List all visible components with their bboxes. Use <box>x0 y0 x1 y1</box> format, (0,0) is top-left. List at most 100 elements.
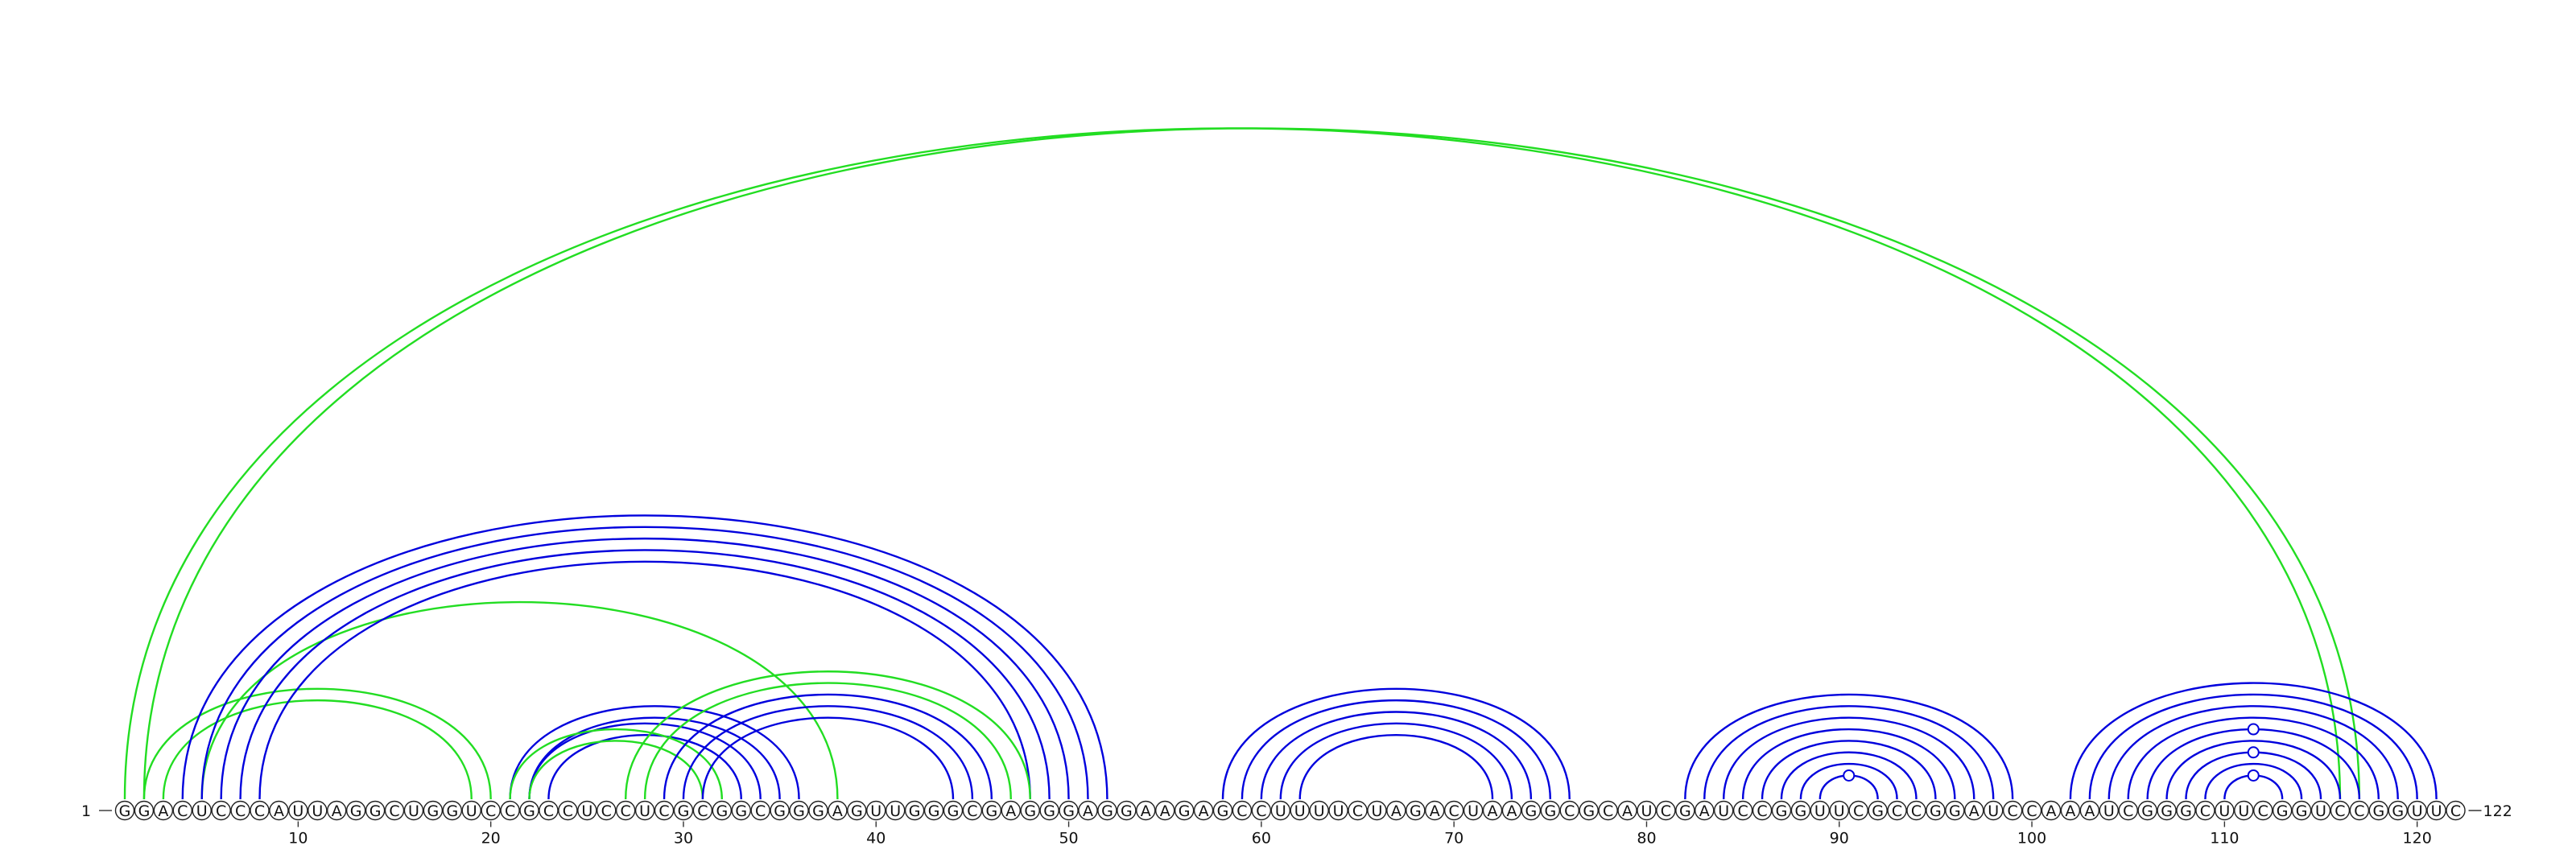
nucleotide: U <box>192 800 212 821</box>
nucleotide-letter: G <box>851 802 863 820</box>
base-pair-arc-2-117 <box>142 127 2361 800</box>
nucleotide: U <box>1829 800 1849 821</box>
nucleotide: G <box>789 800 809 821</box>
nucleotide: A <box>2079 800 2100 821</box>
nucleotide-letter: A <box>274 802 284 820</box>
base-pair-arc-8-48 <box>258 560 1031 800</box>
nucleotide-letter: U <box>1314 802 1325 820</box>
nucleotide: A <box>1078 800 1098 821</box>
nucleotide: G <box>2368 800 2389 821</box>
nucleotide-circle <box>1829 800 1849 821</box>
nucleotide-circle <box>1425 800 1445 821</box>
base-pair-arc-30-45 <box>682 705 974 800</box>
nucleotide: A <box>1695 800 1715 821</box>
nucleotide: U <box>288 800 308 821</box>
nucleotide-circle <box>866 800 886 821</box>
nucleotide: G <box>1406 800 1426 821</box>
nucleotide-letter: C <box>505 802 515 820</box>
nucleotide: A <box>1964 800 1984 821</box>
nucleotide-circle <box>1155 800 1175 821</box>
nucleotide-letter: C <box>2334 802 2345 820</box>
nucleotide-letter: C <box>389 802 399 820</box>
nucleotide-circle <box>692 800 713 821</box>
nucleotide-letter: G <box>678 802 690 820</box>
nucleotide: U <box>2310 800 2331 821</box>
nucleotide: C <box>962 800 983 821</box>
nucleotide-circle <box>1386 800 1406 821</box>
nucleotide-circle <box>365 800 386 821</box>
nucleotide-circle <box>153 800 174 821</box>
nucleotide: G <box>519 800 539 821</box>
base-pair-arc-29-46 <box>663 693 993 800</box>
nucleotide: U <box>403 800 424 821</box>
nucleotide: C <box>558 800 578 821</box>
nucleotide: C <box>211 800 231 821</box>
nucleotide: G <box>345 800 366 821</box>
nucleotide-circle <box>1117 800 1137 821</box>
nucleotide-circle <box>230 800 250 821</box>
nucleotide-circle <box>1193 800 1214 821</box>
nucleotide-circle <box>943 800 964 821</box>
nucleotide-circle <box>1637 800 1657 821</box>
nucleotide-letter: C <box>1236 802 1247 820</box>
nucleotide-circle <box>2291 800 2312 821</box>
nucleotide-circle <box>558 800 578 821</box>
nucleotide-circle <box>2349 800 2370 821</box>
nucleotide-letter: U <box>1468 802 1479 820</box>
nucleotide: C <box>597 800 617 821</box>
nucleotide: G <box>2291 800 2312 821</box>
nucleotide: U <box>1367 800 1387 821</box>
nucleotide-circle <box>1752 800 1773 821</box>
nucleotide-circle <box>1097 800 1117 821</box>
nucleotide-letter: U <box>870 802 881 820</box>
nucleotide: U <box>461 800 481 821</box>
nucleotide: A <box>269 800 289 821</box>
nucleotide-letter: G <box>1063 802 1075 820</box>
base-pair-arc-5-38 <box>200 600 839 800</box>
nucleotide: A <box>1386 800 1406 821</box>
nucleotide-letter: A <box>1199 802 1209 820</box>
nucleotide-letter: G <box>2372 802 2384 820</box>
nucleotide-letter: C <box>2123 802 2133 820</box>
nucleotide: A <box>2041 800 2062 821</box>
nucleotide-circle <box>2446 800 2466 821</box>
nucleotide: G <box>2137 800 2157 821</box>
nucleotide: G <box>1868 800 1888 821</box>
nucleotide-circle <box>1020 800 1040 821</box>
nucleotide: A <box>1001 800 1021 821</box>
nucleotide: G <box>2176 800 2196 821</box>
nucleotide-circle <box>2021 800 2042 821</box>
nucleotide-letter: G <box>427 802 440 820</box>
nucleotide: C <box>1251 800 1272 821</box>
nucleotide-letter: C <box>755 802 766 820</box>
base-pair-arc-87-94 <box>1780 751 1918 800</box>
nucleotide: C <box>1752 800 1773 821</box>
nucleotide: A <box>1425 800 1445 821</box>
base-pair-arc-22-31 <box>528 740 704 800</box>
nucleotide-circle <box>1732 800 1753 821</box>
nucleotide: A <box>327 800 347 821</box>
nucleotide-letter: C <box>2026 802 2037 820</box>
nucleotide-circle <box>923 800 944 821</box>
nucleotide-circle <box>1059 800 1079 821</box>
nucleotide: U <box>2215 800 2235 821</box>
nucleotide-letter: G <box>1872 802 1884 820</box>
nucleotide-circle <box>134 800 155 821</box>
nucleotide-letter: A <box>1506 802 1517 820</box>
arc-apex-marker <box>2247 769 2260 782</box>
base-pair-arc-103-120 <box>2088 693 2418 800</box>
nucleotide: G <box>770 800 790 821</box>
base-pair-arc-61-73 <box>1279 722 1513 800</box>
base-pair-arc-84-97 <box>1722 716 1975 800</box>
nucleotide: G <box>943 800 964 821</box>
nucleotide-letter: A <box>2046 802 2057 820</box>
tick-label: 80 <box>1637 830 1656 848</box>
nucleotide-letter: C <box>543 802 554 820</box>
nucleotide-letter: G <box>1043 802 1055 820</box>
nucleotide-circle <box>1964 800 1984 821</box>
nucleotide: A <box>1482 800 1503 821</box>
nucleotide-letter: A <box>1969 802 1979 820</box>
tick-label: 50 <box>1059 830 1078 848</box>
nucleotide-letter: A <box>1141 802 1151 820</box>
nucleotide: C <box>481 800 501 821</box>
